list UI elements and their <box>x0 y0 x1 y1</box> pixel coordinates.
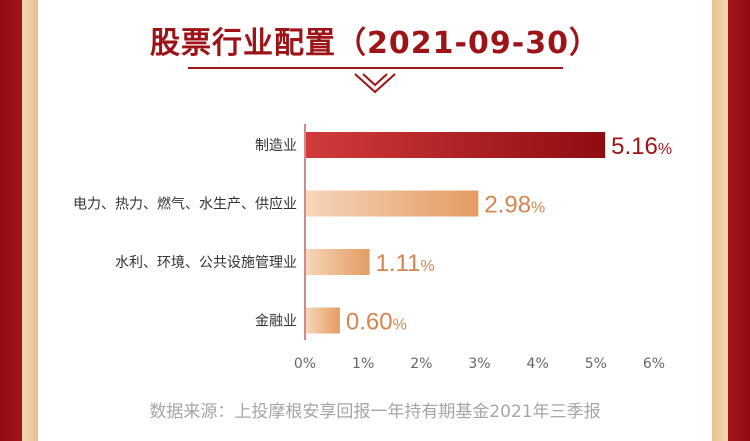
data-label: 0.60% <box>346 309 407 336</box>
x-tick-label: 5% <box>585 356 607 372</box>
bar <box>306 307 340 334</box>
x-tick-label: 2% <box>410 356 432 372</box>
bar <box>306 249 370 275</box>
left-border-inner <box>22 0 38 441</box>
x-tick-label: 0% <box>294 356 316 372</box>
content-panel <box>38 0 712 441</box>
category-label: 制造业 <box>255 138 297 154</box>
chevron-down-icon <box>354 73 396 94</box>
data-label: 5.16% <box>611 133 672 160</box>
data-label: 1.11% <box>376 250 435 277</box>
category-label: 电力、热力、燃气、水生产、供应业 <box>73 196 297 213</box>
chart-title: 股票行业配置（2021-09-30） <box>150 26 600 61</box>
x-tick-label: 4% <box>527 356 549 372</box>
right-border <box>728 0 750 441</box>
right-border-inner <box>712 0 728 441</box>
title-underline <box>188 67 563 69</box>
bar <box>306 190 479 217</box>
x-tick-label: 3% <box>468 356 490 372</box>
bar <box>306 132 606 158</box>
data-source-note: 数据来源：上投摩根安享回报一年持有期基金2021年三季报 <box>149 402 601 422</box>
left-border <box>0 0 22 441</box>
x-tick-label: 6% <box>643 356 665 372</box>
category-label: 水利、环境、公共设施管理业 <box>115 255 297 271</box>
category-label: 金融业 <box>255 314 297 330</box>
data-label: 2.98% <box>484 192 545 219</box>
x-tick-label: 1% <box>352 356 374 372</box>
